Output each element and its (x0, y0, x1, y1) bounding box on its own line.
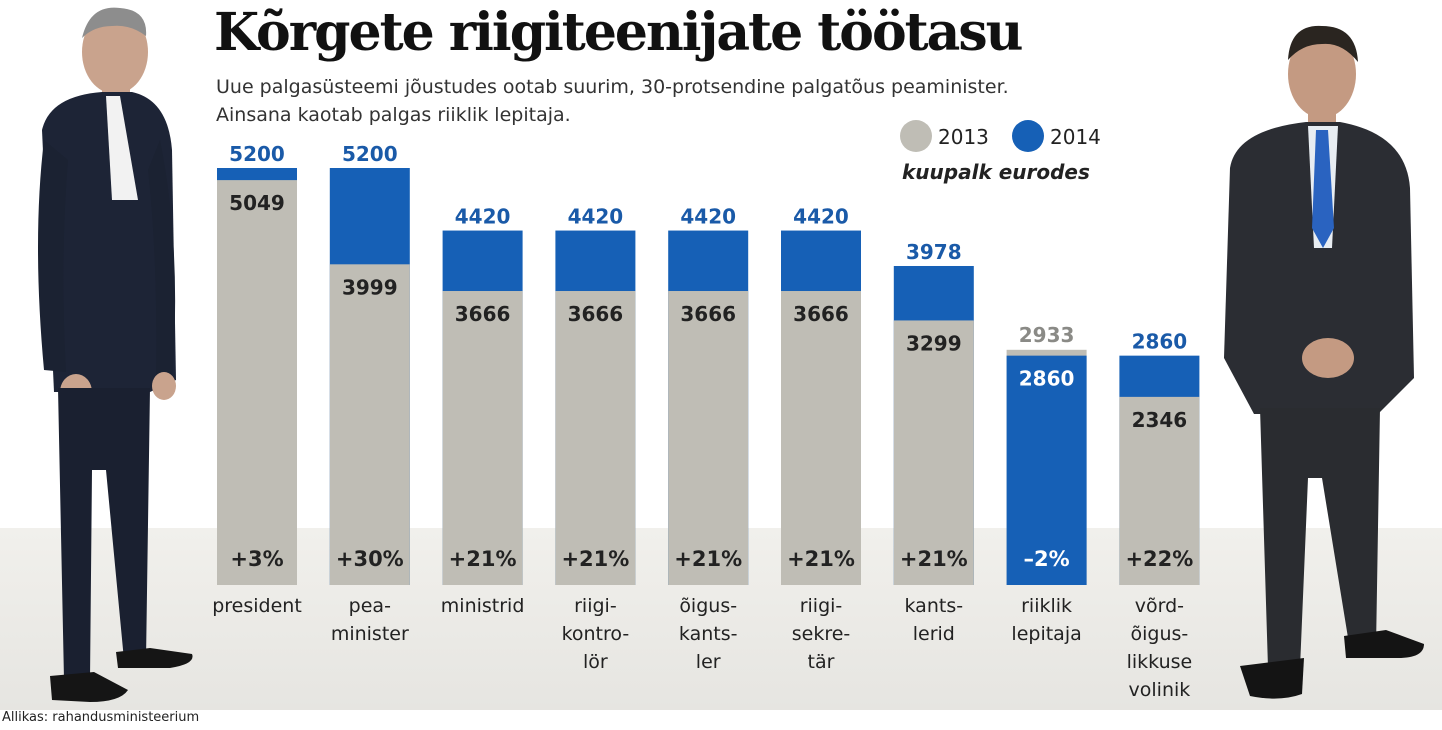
value-label-2013: 3299 (906, 331, 962, 355)
legend-label-2014: 2014 (1050, 125, 1101, 149)
bar-2014 (1006, 355, 1087, 585)
category-label: sekre- (792, 623, 851, 645)
president-photo (38, 7, 193, 702)
bar-2013 (1119, 396, 1200, 585)
change-label: +21% (449, 547, 517, 571)
unit-label: kuupalk eurodes (902, 160, 1090, 184)
change-label: –2% (1024, 547, 1070, 571)
value-label-2014: 4420 (793, 205, 849, 229)
change-label: +22% (1125, 547, 1193, 571)
value-label-2014: 2860 (1019, 367, 1075, 391)
legend-label-2013: 2013 (938, 125, 989, 149)
category-label: õigus- (1131, 623, 1189, 645)
value-label-2014: 4420 (568, 205, 624, 229)
value-label-2013: 2346 (1132, 408, 1188, 432)
category-label: president (212, 595, 302, 617)
category-label: õigus- (679, 595, 737, 617)
value-label-2013: 5049 (229, 191, 285, 215)
value-label-2013: 3666 (680, 302, 736, 326)
category-label: tär (808, 651, 835, 673)
value-label-2014: 5200 (229, 142, 285, 166)
prime-minister-photo (1224, 25, 1424, 699)
category-label: võrd- (1135, 595, 1184, 617)
change-label: +21% (900, 547, 968, 571)
value-label-2013: 3666 (568, 302, 624, 326)
category-label: riiklik (1021, 595, 1072, 617)
category-label: volinik (1129, 679, 1191, 701)
source-note: Allikas: rahandusministeerium (2, 710, 200, 725)
category-label: ler (696, 651, 721, 673)
category-label: lerid (913, 623, 955, 645)
category-label: lepitaja (1011, 623, 1081, 645)
value-label-2013: 3666 (793, 302, 849, 326)
legend-swatch-2014 (1012, 120, 1044, 152)
value-label-2014: 3978 (906, 240, 962, 264)
value-label-2014: 4420 (455, 205, 511, 229)
value-label-2014: 4420 (680, 205, 736, 229)
value-label-2013: 3999 (342, 275, 398, 299)
category-label: likkuse (1127, 651, 1193, 673)
subtitle-line-2: Ainsana kaotab palgas riiklik lepitaja. (216, 104, 571, 126)
category-label: kants- (679, 623, 738, 645)
legend-swatch-2013 (900, 120, 932, 152)
value-label-2014: 2860 (1132, 330, 1188, 354)
value-label-2013: 3666 (455, 302, 511, 326)
bar-2013 (442, 291, 523, 585)
change-label: +21% (674, 547, 742, 571)
bar-2013 (893, 320, 974, 585)
change-label: +30% (336, 547, 404, 571)
category-label: kontro- (562, 623, 630, 645)
bar-2013 (781, 291, 861, 585)
bar-2013 (668, 291, 749, 585)
bar-2013 (217, 180, 297, 585)
category-label: kants- (905, 595, 964, 617)
change-label: +3% (230, 547, 283, 571)
category-label: lör (583, 651, 608, 673)
bar-2013 (555, 291, 636, 585)
subtitle-line-1: Uue palgasüsteemi jõustudes ootab suurim… (216, 76, 1009, 98)
page-title: Kõrgete riigiteenijate töötasu (214, 2, 1023, 63)
category-label: ministrid (441, 595, 525, 617)
value-label-2014: 5200 (342, 142, 398, 166)
category-label: riigi- (574, 595, 617, 617)
category-label: minister (331, 623, 409, 645)
change-label: +21% (787, 547, 855, 571)
category-label: pea- (349, 595, 391, 617)
category-label: riigi- (800, 595, 843, 617)
bar-2013 (329, 264, 410, 585)
value-label-2013: 2933 (1019, 323, 1075, 347)
change-label: +21% (561, 547, 629, 571)
